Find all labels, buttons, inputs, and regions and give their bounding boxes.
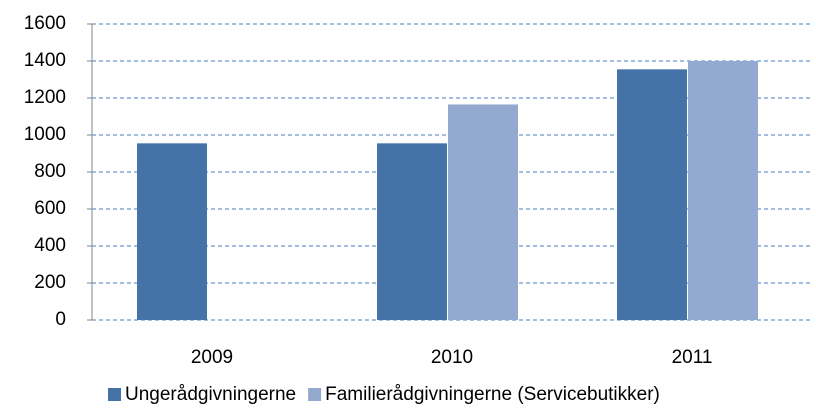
y-tick-label: 1400 [24,50,66,71]
bar [688,61,758,320]
y-tick-label: 800 [34,161,66,182]
legend-label: Ungerådgivningerne [125,384,296,405]
y-tick-label: 200 [34,272,66,293]
bar [617,69,687,320]
y-tick-label: 1000 [24,124,66,145]
y-tick-label: 1200 [24,87,66,108]
x-tick-label: 2009 [191,347,233,368]
legend-swatch [108,388,121,401]
x-tick-label: 2010 [431,347,473,368]
legend-label: Familierådgivningerne (Servicebutikker) [325,384,660,405]
y-tick-label: 0 [55,309,66,330]
bar [377,143,447,320]
y-tick-label: 400 [34,235,66,256]
bar [137,143,207,320]
y-tick-label: 1600 [24,13,66,34]
legend-swatch [308,388,322,401]
x-tick-label: 2011 [672,347,713,368]
y-tick-label: 600 [34,198,66,219]
bar [448,104,518,320]
